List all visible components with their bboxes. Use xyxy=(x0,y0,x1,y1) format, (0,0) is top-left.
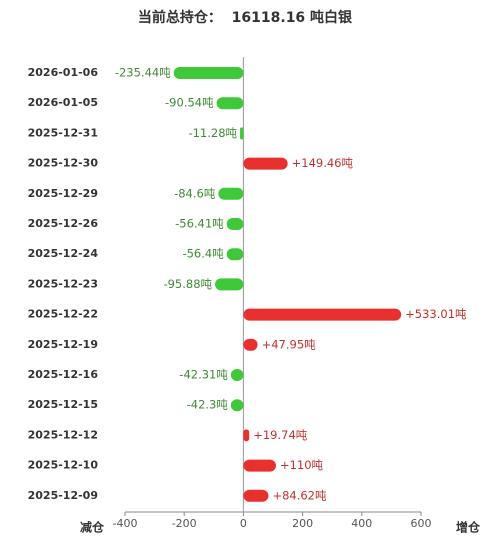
bar xyxy=(243,157,288,170)
value-label: -56.41吨 xyxy=(175,217,224,231)
bar xyxy=(243,338,258,351)
bar xyxy=(218,187,244,200)
bar xyxy=(226,248,244,261)
bar xyxy=(240,127,244,140)
bar xyxy=(215,278,244,291)
category-label: 2025-12-29 xyxy=(28,187,98,200)
value-label: -90.54吨 xyxy=(165,96,214,110)
category-label: 2025-12-24 xyxy=(28,247,99,260)
x-tick-label: 0 xyxy=(240,517,247,530)
bar xyxy=(230,399,244,412)
value-label: -56.4吨 xyxy=(182,247,224,261)
category-label: 2025-12-30 xyxy=(28,157,99,170)
category-label: 2025-12-22 xyxy=(28,308,98,321)
x-tick-label: 400 xyxy=(351,517,372,530)
value-label: -84.6吨 xyxy=(174,186,216,200)
value-label: -95.88吨 xyxy=(163,277,212,291)
x-tick-label: 200 xyxy=(292,517,313,530)
bar xyxy=(243,459,276,472)
value-label: -11.28吨 xyxy=(188,126,237,140)
x-axis-label-left: 减仓 xyxy=(80,520,105,535)
category-label: 2026-01-05 xyxy=(28,96,98,109)
value-label: +110吨 xyxy=(280,458,324,472)
value-label: +533.01吨 xyxy=(405,307,467,321)
category-label: 2025-12-16 xyxy=(28,368,99,381)
category-label: 2025-12-26 xyxy=(28,217,99,230)
bar xyxy=(230,369,244,381)
category-label: 2025-12-10 xyxy=(28,459,99,472)
x-axis-label-right: 增仓 xyxy=(456,520,481,535)
category-label: 2025-12-31 xyxy=(28,126,98,139)
category-label: 2025-12-15 xyxy=(28,398,98,411)
category-label: 2025-12-19 xyxy=(28,338,98,351)
value-label: +149.46吨 xyxy=(292,156,354,170)
value-label: +19.74吨 xyxy=(253,428,308,442)
chart-title: 当前总持仓： 16118.16 吨白银 xyxy=(138,9,353,26)
value-label: -42.31吨 xyxy=(179,368,228,382)
category-label: 2026-01-06 xyxy=(28,66,99,79)
x-tick-label: -200 xyxy=(172,517,197,530)
x-tick-label: -400 xyxy=(113,517,138,530)
category-label: 2025-12-23 xyxy=(28,277,98,290)
bar xyxy=(243,489,269,502)
value-label: +47.95吨 xyxy=(262,337,317,351)
bar xyxy=(216,97,244,110)
bar xyxy=(243,429,250,442)
x-tick-label: 600 xyxy=(411,517,432,530)
category-label: 2025-12-09 xyxy=(28,489,98,502)
category-label: 2025-12-12 xyxy=(28,428,98,441)
bar xyxy=(226,218,244,230)
bar xyxy=(173,67,244,79)
bar xyxy=(243,308,402,321)
value-label: -235.44吨 xyxy=(115,66,171,80)
value-label: -42.3吨 xyxy=(187,398,229,412)
value-label: +84.62吨 xyxy=(272,488,327,502)
